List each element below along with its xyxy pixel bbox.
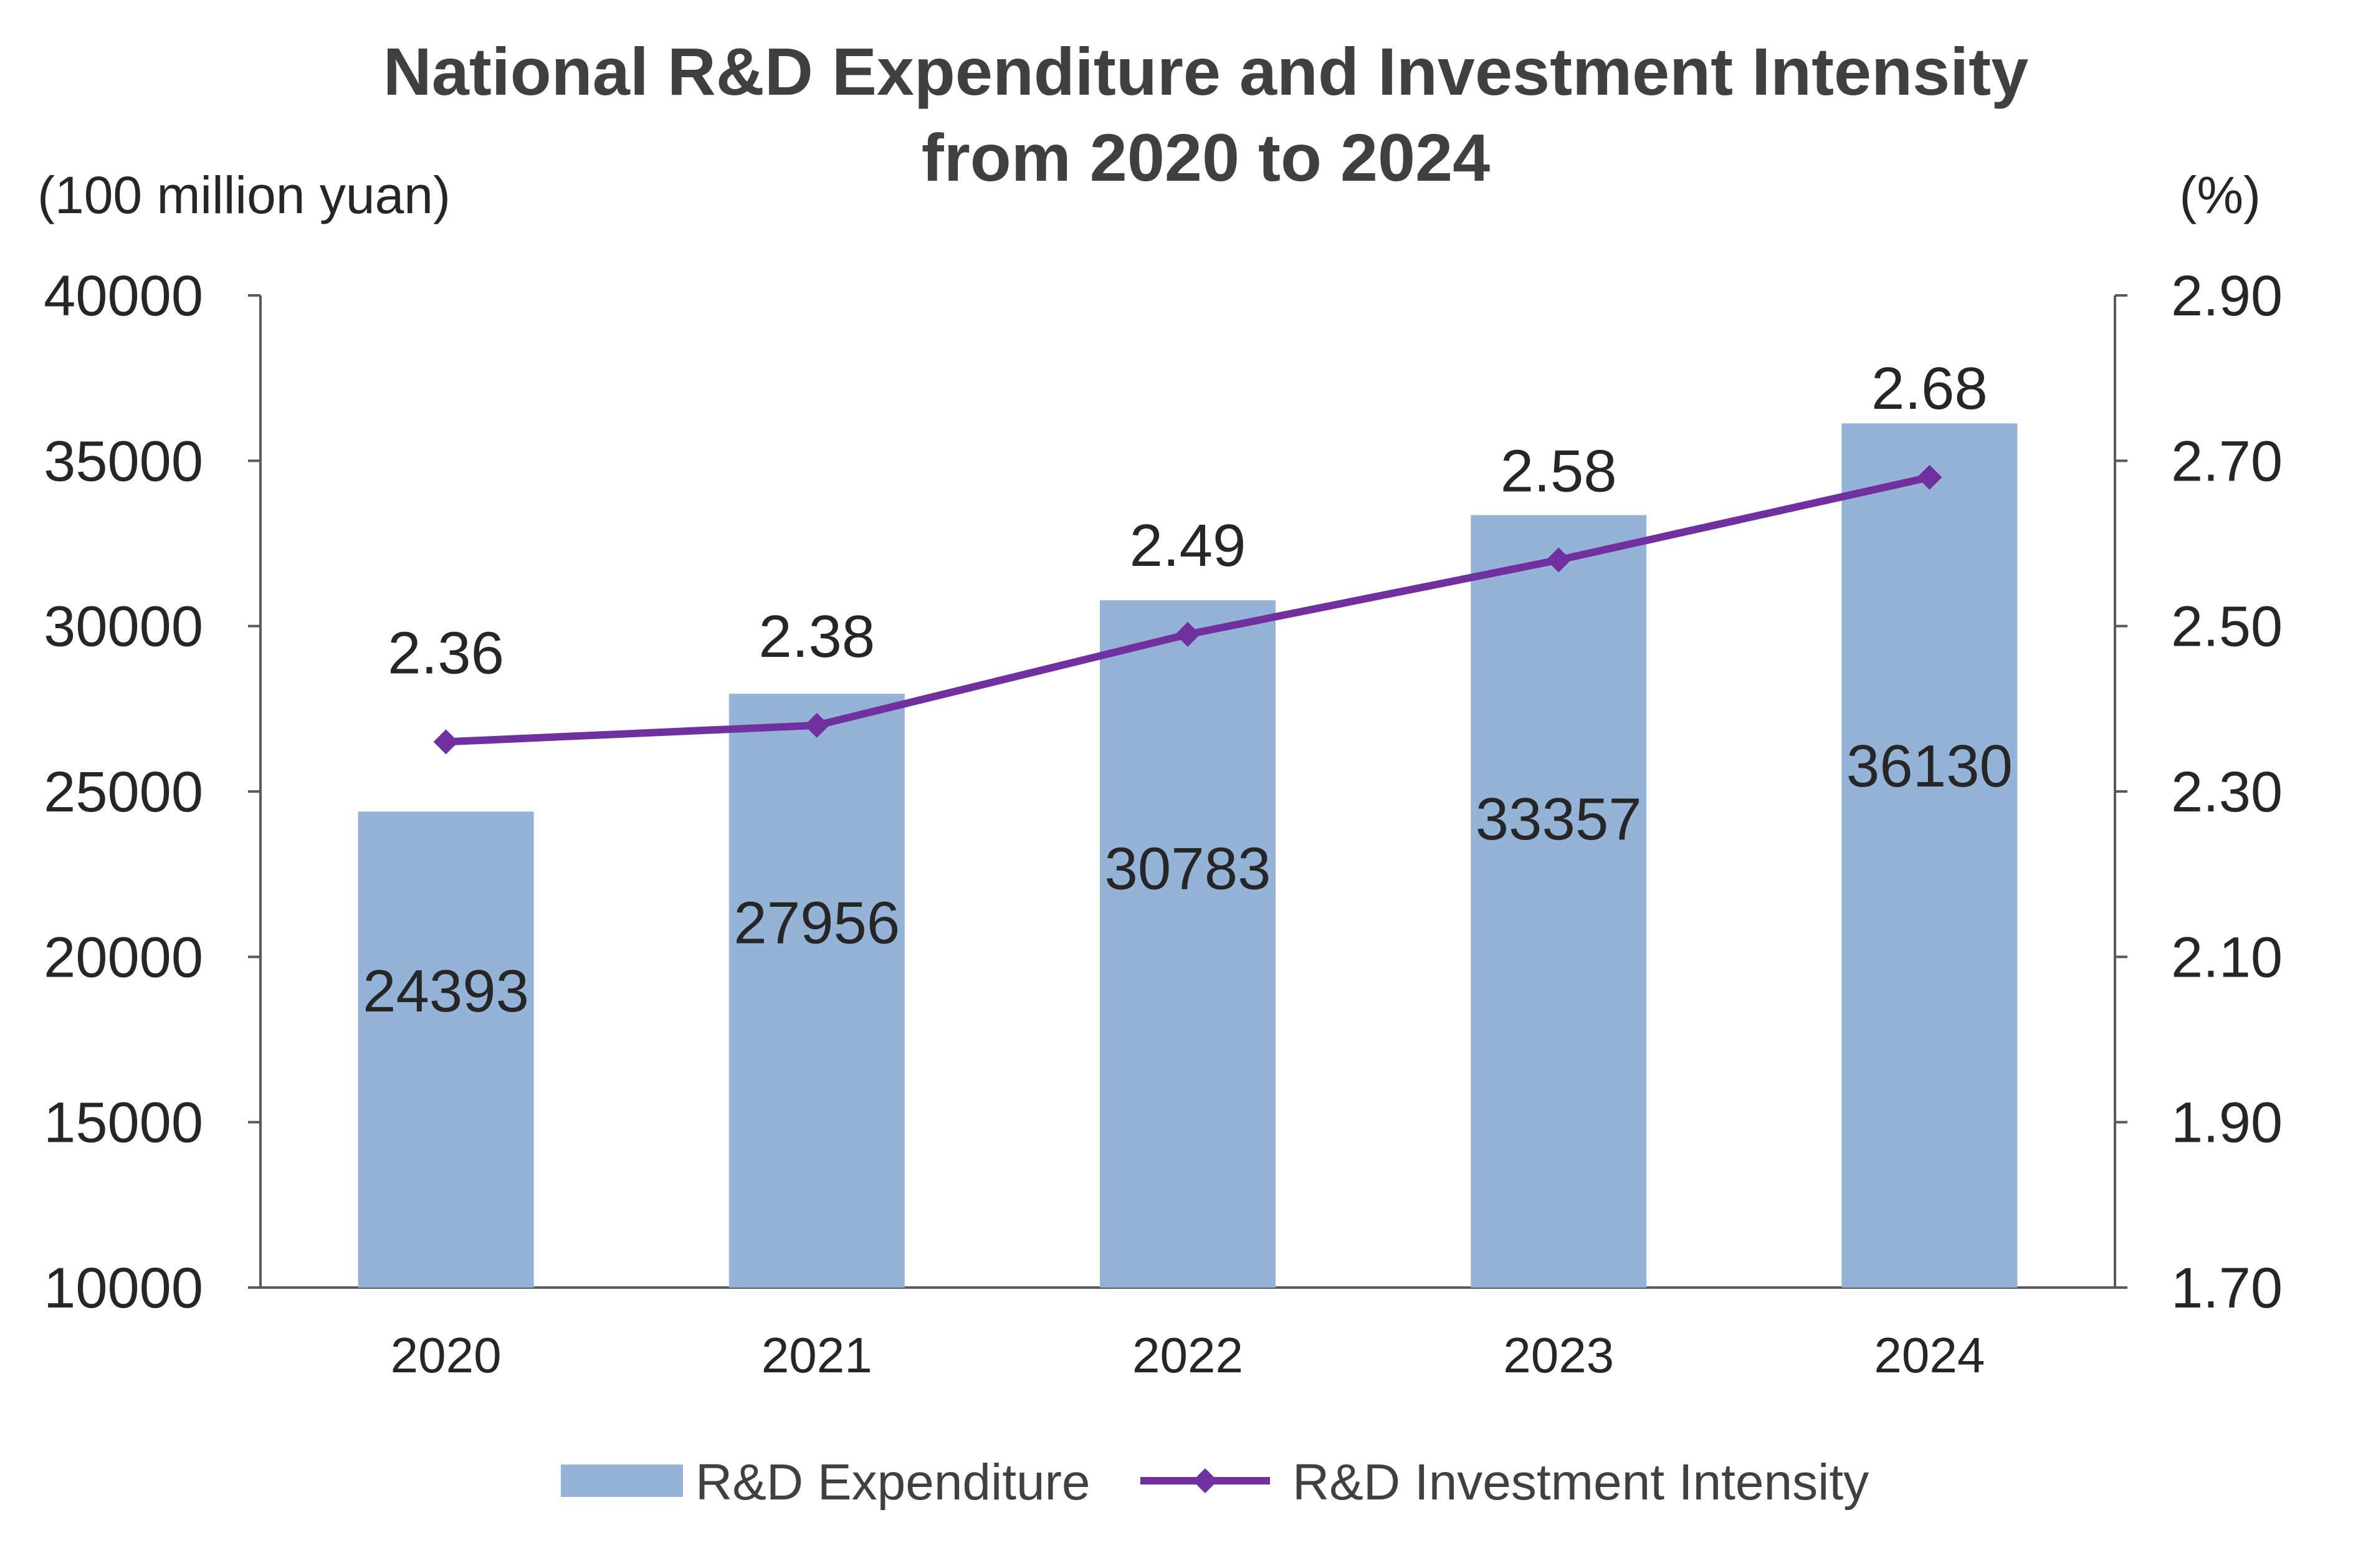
intensity-value-label: 2.49 [1130, 512, 1246, 579]
bar-2022 [1100, 600, 1276, 1288]
bar-value-label: 30783 [1105, 835, 1271, 902]
right-axis-tick-label: 2.30 [2171, 760, 2283, 824]
data-labels: 24393 27956 30783 33357 36130 2.36 2.38 2.49 2.5… [363, 355, 2013, 1025]
left-axis-tick-label: 35000 [44, 429, 203, 493]
axes: 10000 15000 20000 25000 30000 35000 40000 1.70 1… [44, 264, 2283, 1383]
intensity-point-2024 [1917, 464, 1942, 490]
left-axis-tick-label: 25000 [44, 760, 203, 824]
bar-2020 [358, 811, 534, 1288]
legend: R&D Expenditure R&D Investment Intensity [561, 1454, 1869, 1511]
intensity-value-label: 2.68 [1871, 355, 1988, 422]
bar-value-label: 27956 [733, 889, 900, 956]
bars [358, 423, 2018, 1288]
left-axis-tick-label: 20000 [44, 925, 203, 989]
chart-title-line-2: from 2020 to 2024 [922, 120, 1490, 195]
x-axis-tick-label: 2022 [1132, 1327, 1243, 1383]
legend-swatch-expenditure [561, 1465, 683, 1497]
intensity-point-2021 [804, 712, 829, 738]
right-axis-tick-label: 2.90 [2171, 264, 2283, 328]
x-axis-tick-label: 2024 [1874, 1327, 1985, 1383]
x-axis-tick-label: 2021 [761, 1327, 872, 1383]
left-axis-tick-label: 10000 [44, 1256, 203, 1320]
x-axis-tick-label: 2023 [1503, 1327, 1614, 1383]
left-axis-unit: (100 million yuan) [37, 166, 451, 224]
intensity-point-2022 [1175, 621, 1200, 647]
legend-label-intensity: R&D Investment Intensity [1292, 1454, 1869, 1511]
bar-value-label: 24393 [363, 958, 529, 1025]
right-axis-unit: (%) [2179, 166, 2261, 224]
bar-2023 [1471, 515, 1647, 1288]
intensity-point-2023 [1546, 547, 1572, 573]
left-axis-tick-label: 15000 [44, 1091, 203, 1155]
x-axis-tick-label: 2020 [391, 1327, 502, 1383]
intensity-line [433, 464, 1942, 755]
right-axis-tick-label: 1.70 [2171, 1256, 2283, 1320]
right-axis-tick-label: 2.70 [2171, 429, 2283, 493]
bar-value-label: 33357 [1476, 786, 1642, 853]
bar-2024 [1841, 423, 2018, 1288]
chart-title-line-1: National R&D Expenditure and Investment … [383, 34, 2028, 109]
left-axis-tick-label: 40000 [44, 264, 203, 328]
intensity-value-label: 2.36 [388, 619, 504, 686]
legend-label-expenditure: R&D Expenditure [695, 1454, 1091, 1511]
left-axis-tick-label: 30000 [44, 595, 203, 659]
bar-value-label: 36130 [1846, 733, 2013, 800]
intensity-value-label: 2.58 [1501, 438, 1617, 505]
bar-2021 [728, 694, 905, 1288]
legend-swatch-intensity-marker [1193, 1468, 1218, 1493]
intensity-value-label: 2.38 [758, 603, 875, 670]
intensity-point-2020 [433, 729, 459, 755]
right-axis-tick-label: 2.50 [2171, 595, 2283, 659]
right-axis-tick-label: 2.10 [2171, 925, 2283, 989]
right-axis-tick-label: 1.90 [2171, 1091, 2283, 1155]
